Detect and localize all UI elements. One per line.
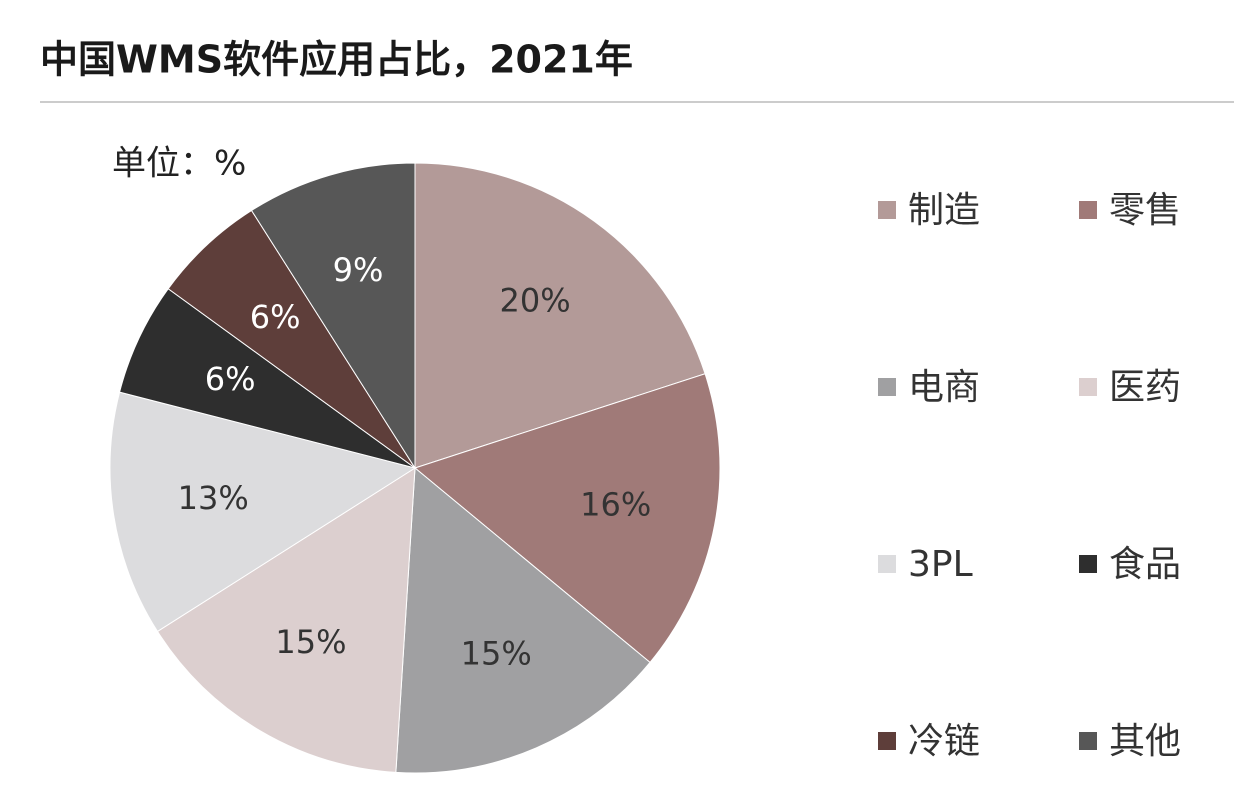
slice-label: 20%: [500, 282, 571, 320]
legend-label: 3PL: [908, 544, 973, 585]
pie-slice: [109, 391, 417, 633]
chart-title: 中国WMS软件应用占比，2021年: [40, 38, 633, 82]
pie-slice: [156, 467, 416, 773]
pie-slice: [395, 466, 651, 774]
legend-label: 医药: [1109, 367, 1181, 408]
legend-label: 零售: [1109, 190, 1181, 231]
unit-label: 单位：%: [112, 144, 246, 184]
legend-swatch: [878, 378, 896, 396]
legend-label: 食品: [1109, 544, 1181, 585]
slice-label: 15%: [461, 635, 532, 673]
legend-swatch: [1079, 201, 1097, 219]
legend-label: 其他: [1109, 721, 1181, 762]
legend-swatch: [878, 201, 896, 219]
legend-label: 冷链: [908, 721, 980, 762]
slice-label: 15%: [275, 623, 346, 661]
slice-label: 6%: [250, 298, 301, 336]
slice-label: 16%: [580, 485, 651, 523]
pie-slice: [250, 162, 416, 470]
legend-swatch: [1079, 555, 1097, 573]
legend-label: 制造: [908, 190, 980, 231]
slice-label: 13%: [178, 479, 249, 517]
legend-swatch: [1079, 732, 1097, 750]
legend-swatch: [878, 555, 896, 573]
slice-label: 6%: [205, 360, 256, 398]
legend-swatch: [878, 732, 896, 750]
slice-label: 9%: [333, 251, 384, 289]
pie-slice: [414, 162, 706, 469]
legend-label: 电商: [908, 367, 980, 408]
legend-swatch: [1079, 378, 1097, 396]
pie-slice: [413, 373, 721, 664]
